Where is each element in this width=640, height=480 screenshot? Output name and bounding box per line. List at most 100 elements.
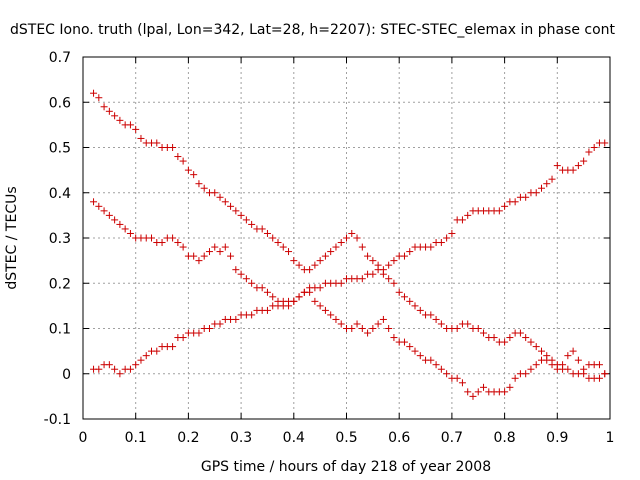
y-tick-label: 0.6 [49,95,71,111]
data-point-series-3 [132,361,140,369]
data-point-series-1 [111,112,119,120]
data-point-series-2 [100,207,108,215]
data-point-series-1 [474,325,482,332]
x-tick-label: 0.5 [335,430,357,446]
y-tick-label: 0.4 [49,186,71,202]
data-point-series-2 [464,388,472,396]
data-point-series-1 [90,89,98,97]
data-point-series-3 [248,311,256,319]
data-point-series-2 [443,370,451,378]
data-point-series-1 [237,211,245,219]
data-point-series-3 [569,166,577,174]
data-point-series-2 [211,243,219,251]
data-point-series-1 [105,107,113,115]
data-point-series-1 [263,229,271,237]
data-point-series-2 [574,356,582,364]
data-point-series-1 [527,338,535,346]
data-point-series-3 [216,320,224,328]
x-tick-label: 0.2 [177,430,199,446]
data-point-series-2 [601,370,609,378]
data-point-series-2 [232,266,240,274]
data-point-series-1 [174,153,182,161]
data-point-series-1 [364,252,372,260]
data-point-series-2 [474,388,482,396]
data-point-series-3 [126,365,134,373]
data-point-series-3 [543,180,551,188]
data-point-series-2 [385,325,393,332]
data-point-series-1 [532,343,540,351]
data-point-series-3 [458,216,466,224]
data-point-series-3 [437,239,445,247]
data-point-series-1 [348,229,356,237]
data-point-series-1 [242,216,250,224]
data-point-series-1 [306,266,314,274]
data-point-series-3 [590,144,598,151]
data-point-series-2 [511,374,519,382]
data-point-series-3 [501,202,509,210]
data-point-series-1 [311,261,319,269]
data-point-series-3 [290,297,298,305]
data-point-series-3 [548,175,556,183]
data-point-series-1 [501,338,509,346]
data-point-series-3 [532,189,540,197]
data-point-series-1 [269,234,277,242]
x-tick-label: 0.4 [283,430,305,446]
data-point-series-1 [190,171,198,179]
data-point-series-3 [585,148,593,156]
x-tick-label: 0.3 [230,430,252,446]
data-point-series-3 [263,306,271,314]
x-tick-label: 0.9 [546,430,568,446]
data-point-series-3 [95,365,103,373]
data-point-series-2 [332,315,340,323]
data-point-series-2 [532,361,540,369]
data-point-series-3 [400,252,408,260]
data-point-series-2 [469,392,477,400]
data-point-series-2 [174,239,182,247]
data-point-series-3 [369,270,377,278]
data-point-series-2 [90,198,98,206]
data-point-series-3 [179,334,187,342]
data-point-series-2 [179,243,187,251]
x-tick-label: 0.1 [125,430,147,446]
data-point-series-1 [132,125,140,133]
data-point-series-2 [559,361,567,369]
data-point-series-1 [332,243,340,251]
data-point-series-1 [564,365,572,373]
data-point-series-1 [248,220,256,228]
data-point-series-2 [506,383,514,391]
data-point-series-1 [437,320,445,328]
data-point-series-2 [379,315,387,323]
data-point-series-1 [369,257,377,265]
data-point-series-3 [522,193,530,201]
data-point-series-2 [311,297,319,305]
data-point-series-1 [432,315,440,323]
data-point-series-1 [227,202,235,210]
data-point-series-1 [506,334,514,342]
data-point-series-2 [406,343,414,351]
data-point-series-1 [274,239,282,247]
data-point-series-3 [111,365,119,373]
data-point-series-1 [427,311,435,319]
data-point-series-1 [411,302,419,310]
data-point-series-3 [448,229,456,237]
data-point-series-3 [464,211,472,219]
data-point-series-1 [522,334,530,342]
data-point-series-2 [400,338,408,346]
data-point-series-1 [211,189,219,197]
data-point-series-3 [105,361,113,369]
data-point-series-2 [427,356,435,364]
data-point-series-2 [595,361,603,369]
data-point-series-2 [237,270,245,278]
data-point-series-1 [221,198,229,206]
data-point-series-3 [153,347,161,355]
data-point-series-1 [200,184,208,192]
data-point-series-3 [285,302,293,310]
data-point-series-3 [205,325,213,332]
data-point-series-3 [495,207,503,215]
data-point-series-2 [221,243,229,251]
y-tick-label: 0.1 [49,322,71,338]
y-tick-label: 0.7 [49,50,71,66]
data-point-series-1 [153,139,161,147]
data-point-series-1 [100,103,108,111]
data-point-series-1 [416,306,424,314]
